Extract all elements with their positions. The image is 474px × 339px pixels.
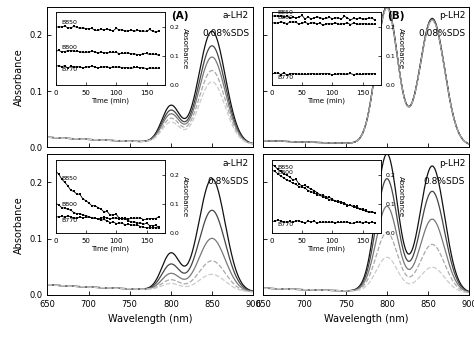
Text: a-LH2: a-LH2 xyxy=(223,159,249,167)
X-axis label: Wavelength (nm): Wavelength (nm) xyxy=(108,314,192,324)
Text: p-LH2: p-LH2 xyxy=(439,159,465,167)
Y-axis label: Absorbance: Absorbance xyxy=(182,28,188,69)
X-axis label: Wavelength (nm): Wavelength (nm) xyxy=(324,314,409,324)
Y-axis label: Absorbance: Absorbance xyxy=(182,176,188,217)
Y-axis label: Absorbance: Absorbance xyxy=(14,48,24,106)
Text: p-LH2: p-LH2 xyxy=(439,11,465,20)
Y-axis label: Absorbance: Absorbance xyxy=(14,196,24,254)
Text: (A): (A) xyxy=(171,11,188,21)
Text: (B): (B) xyxy=(387,11,404,21)
Y-axis label: Absorbance: Absorbance xyxy=(398,176,404,217)
Text: 0.08%SDS: 0.08%SDS xyxy=(202,29,249,38)
Text: 0.08%SDS: 0.08%SDS xyxy=(418,29,465,38)
Text: 0.8%SDS: 0.8%SDS xyxy=(424,177,465,186)
Y-axis label: Absorbance: Absorbance xyxy=(398,28,404,69)
Text: 0.8%SDS: 0.8%SDS xyxy=(208,177,249,186)
Text: a-LH2: a-LH2 xyxy=(223,11,249,20)
